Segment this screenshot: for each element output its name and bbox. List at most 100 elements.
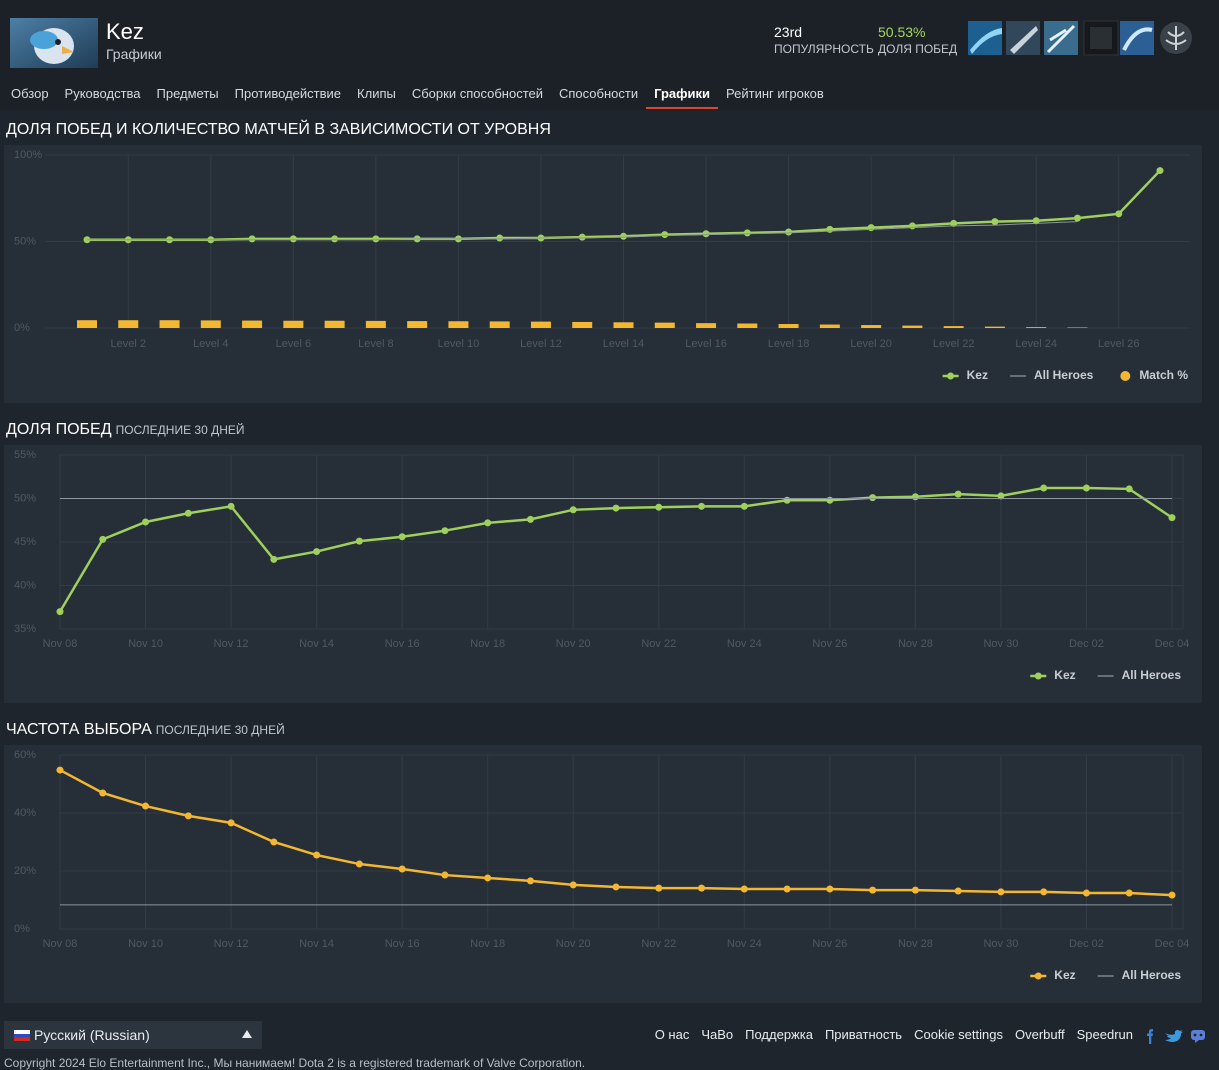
bar — [242, 320, 263, 328]
x-tick-label: Level 6 — [276, 338, 311, 350]
data-point — [1125, 889, 1133, 897]
x-tick-label: Level 24 — [1015, 338, 1057, 350]
x-tick-label: Level 12 — [520, 338, 562, 350]
nav-tab[interactable]: Рейтинг игроков — [726, 86, 824, 101]
data-point — [56, 766, 64, 774]
stat-label: ДОЛЯ ПОБЕД — [878, 42, 958, 56]
legend-marker — [1034, 672, 1042, 680]
x-tick-label: Nov 20 — [556, 938, 591, 950]
data-point — [785, 228, 793, 236]
nav-tab[interactable]: Обзор — [11, 86, 49, 101]
nav-tabs: Обзор Руководства Предметы Противодействие К… — [11, 86, 824, 109]
data-point — [398, 533, 406, 541]
bar — [365, 320, 386, 328]
data-point — [355, 860, 363, 868]
data-point — [441, 527, 449, 535]
data-point — [1115, 210, 1123, 218]
nav-tab[interactable]: Сборки способностей — [411, 86, 543, 101]
y-tick-label: 40% — [14, 579, 36, 591]
x-tick-label: Nov 14 — [299, 638, 334, 650]
y-tick-label: 20% — [14, 865, 36, 877]
nav-tab[interactable]: Способности — [559, 86, 639, 101]
footer-link[interactable]: Поддержка — [745, 1027, 813, 1042]
nav-tab[interactable]: Предметы — [156, 86, 219, 101]
x-tick-label: Nov 24 — [727, 938, 762, 950]
hero-subtitle: Графики — [106, 46, 162, 62]
x-tick-label: Level 20 — [850, 338, 892, 350]
data-point — [783, 496, 791, 504]
data-point — [869, 886, 877, 894]
bar — [324, 320, 345, 328]
data-point — [484, 519, 492, 527]
data-point — [661, 231, 669, 239]
data-point — [313, 548, 321, 556]
footer-link[interactable]: ЧаВо — [701, 1027, 734, 1042]
legend-label: All Heroes — [1034, 368, 1094, 382]
footer-link[interactable]: Speedrun — [1076, 1027, 1133, 1042]
data-point — [1040, 484, 1048, 492]
x-tick-label: Level 18 — [768, 338, 810, 350]
nav-tab[interactable]: Противодействие — [234, 86, 342, 101]
x-tick-label: Level 8 — [358, 338, 393, 350]
data-point — [783, 885, 791, 893]
data-point — [612, 883, 620, 891]
x-tick-label: Nov 24 — [727, 638, 762, 650]
x-tick-label: Dec 02 — [1069, 638, 1104, 650]
hero-name: Kez — [106, 19, 144, 44]
footer-link[interactable]: Overbuff — [1014, 1027, 1065, 1042]
y-tick-label: 35% — [14, 623, 36, 635]
legend-label: Match % — [1139, 368, 1188, 382]
footer-links: О нас ЧаВо Поддержка Приватность Cookie sett… — [655, 1027, 1133, 1042]
bar — [861, 325, 882, 328]
nav-tab[interactable]: Графики — [646, 86, 718, 109]
item-icons[interactable] — [966, 20, 1196, 56]
data-point — [372, 235, 380, 243]
footer-link[interactable]: О нас — [654, 1027, 690, 1042]
data-point — [826, 496, 834, 504]
x-tick-label: Nov 26 — [812, 638, 847, 650]
data-point — [698, 884, 706, 892]
data-point — [142, 518, 150, 526]
bar — [613, 322, 634, 328]
data-point — [826, 885, 834, 893]
x-tick-label: Nov 22 — [641, 638, 676, 650]
bar — [448, 321, 469, 328]
data-point — [398, 865, 406, 873]
data-point — [526, 877, 534, 885]
bar — [737, 323, 758, 328]
data-point — [826, 225, 834, 233]
data-point — [355, 537, 363, 545]
x-tick-label: Dec 04 — [1155, 638, 1190, 650]
data-point — [142, 802, 150, 810]
data-point — [997, 888, 1005, 896]
data-point — [954, 887, 962, 895]
data-point — [1156, 167, 1164, 175]
x-tick-label: Nov 28 — [898, 938, 933, 950]
data-point — [569, 506, 577, 514]
bar — [572, 321, 593, 328]
copyright: Copyright 2024 Elo Entertainment Inc., М… — [4, 1056, 586, 1070]
x-tick-label: Nov 16 — [385, 938, 420, 950]
data-point — [496, 234, 504, 242]
social-icons[interactable] — [1143, 1028, 1209, 1044]
x-tick-label: Level 22 — [933, 338, 975, 350]
bar — [530, 321, 551, 328]
data-point — [702, 230, 710, 238]
chart-title: ДОЛЯ ПОБЕД И КОЛИЧЕСТВО МАТЧЕЙ В ЗАВИСИМ… — [6, 121, 551, 138]
y-tick-label: 50% — [14, 492, 36, 504]
bar — [819, 324, 840, 328]
nav-tab[interactable]: Руководства — [64, 86, 141, 101]
nav-tab[interactable]: Клипы — [357, 86, 396, 101]
footer-link[interactable]: Приватность — [824, 1027, 903, 1042]
footer-link[interactable]: Cookie settings — [914, 1027, 1003, 1042]
data-point — [56, 608, 64, 616]
data-point — [740, 502, 748, 510]
language-select[interactable]: Русский (Russian) — [4, 1021, 262, 1049]
series-line — [87, 221, 1078, 241]
bar — [489, 321, 510, 328]
x-tick-label: Level 26 — [1098, 338, 1140, 350]
data-point — [313, 851, 321, 859]
data-point — [1168, 514, 1176, 522]
data-point — [484, 874, 492, 882]
y-tick-label: 55% — [14, 449, 36, 461]
